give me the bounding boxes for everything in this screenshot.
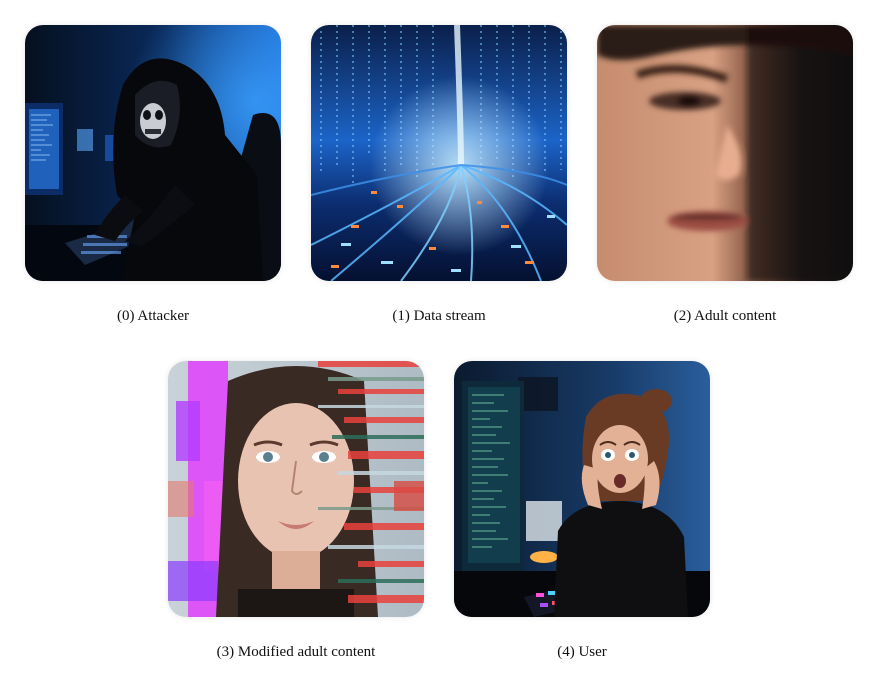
modified-adult-content-image <box>168 361 424 617</box>
caption-data-stream: (1) Data stream <box>392 308 486 324</box>
adult-content-image <box>597 25 853 281</box>
attacker-panel <box>25 25 281 281</box>
adult-content-panel <box>597 25 853 281</box>
data-stream-panel <box>311 25 567 281</box>
user-panel <box>454 361 710 617</box>
modified-adult-content-panel <box>168 361 424 617</box>
caption-user: (4) User <box>557 644 607 660</box>
attacker-image <box>25 25 281 281</box>
caption-attacker: (0) Attacker <box>116 308 190 324</box>
data-stream-image <box>311 25 567 281</box>
user-image <box>454 361 710 617</box>
caption-modified-adult-content: (3) Modified adult content <box>216 644 376 660</box>
caption-adult-content: (2) Adult content <box>673 308 777 324</box>
